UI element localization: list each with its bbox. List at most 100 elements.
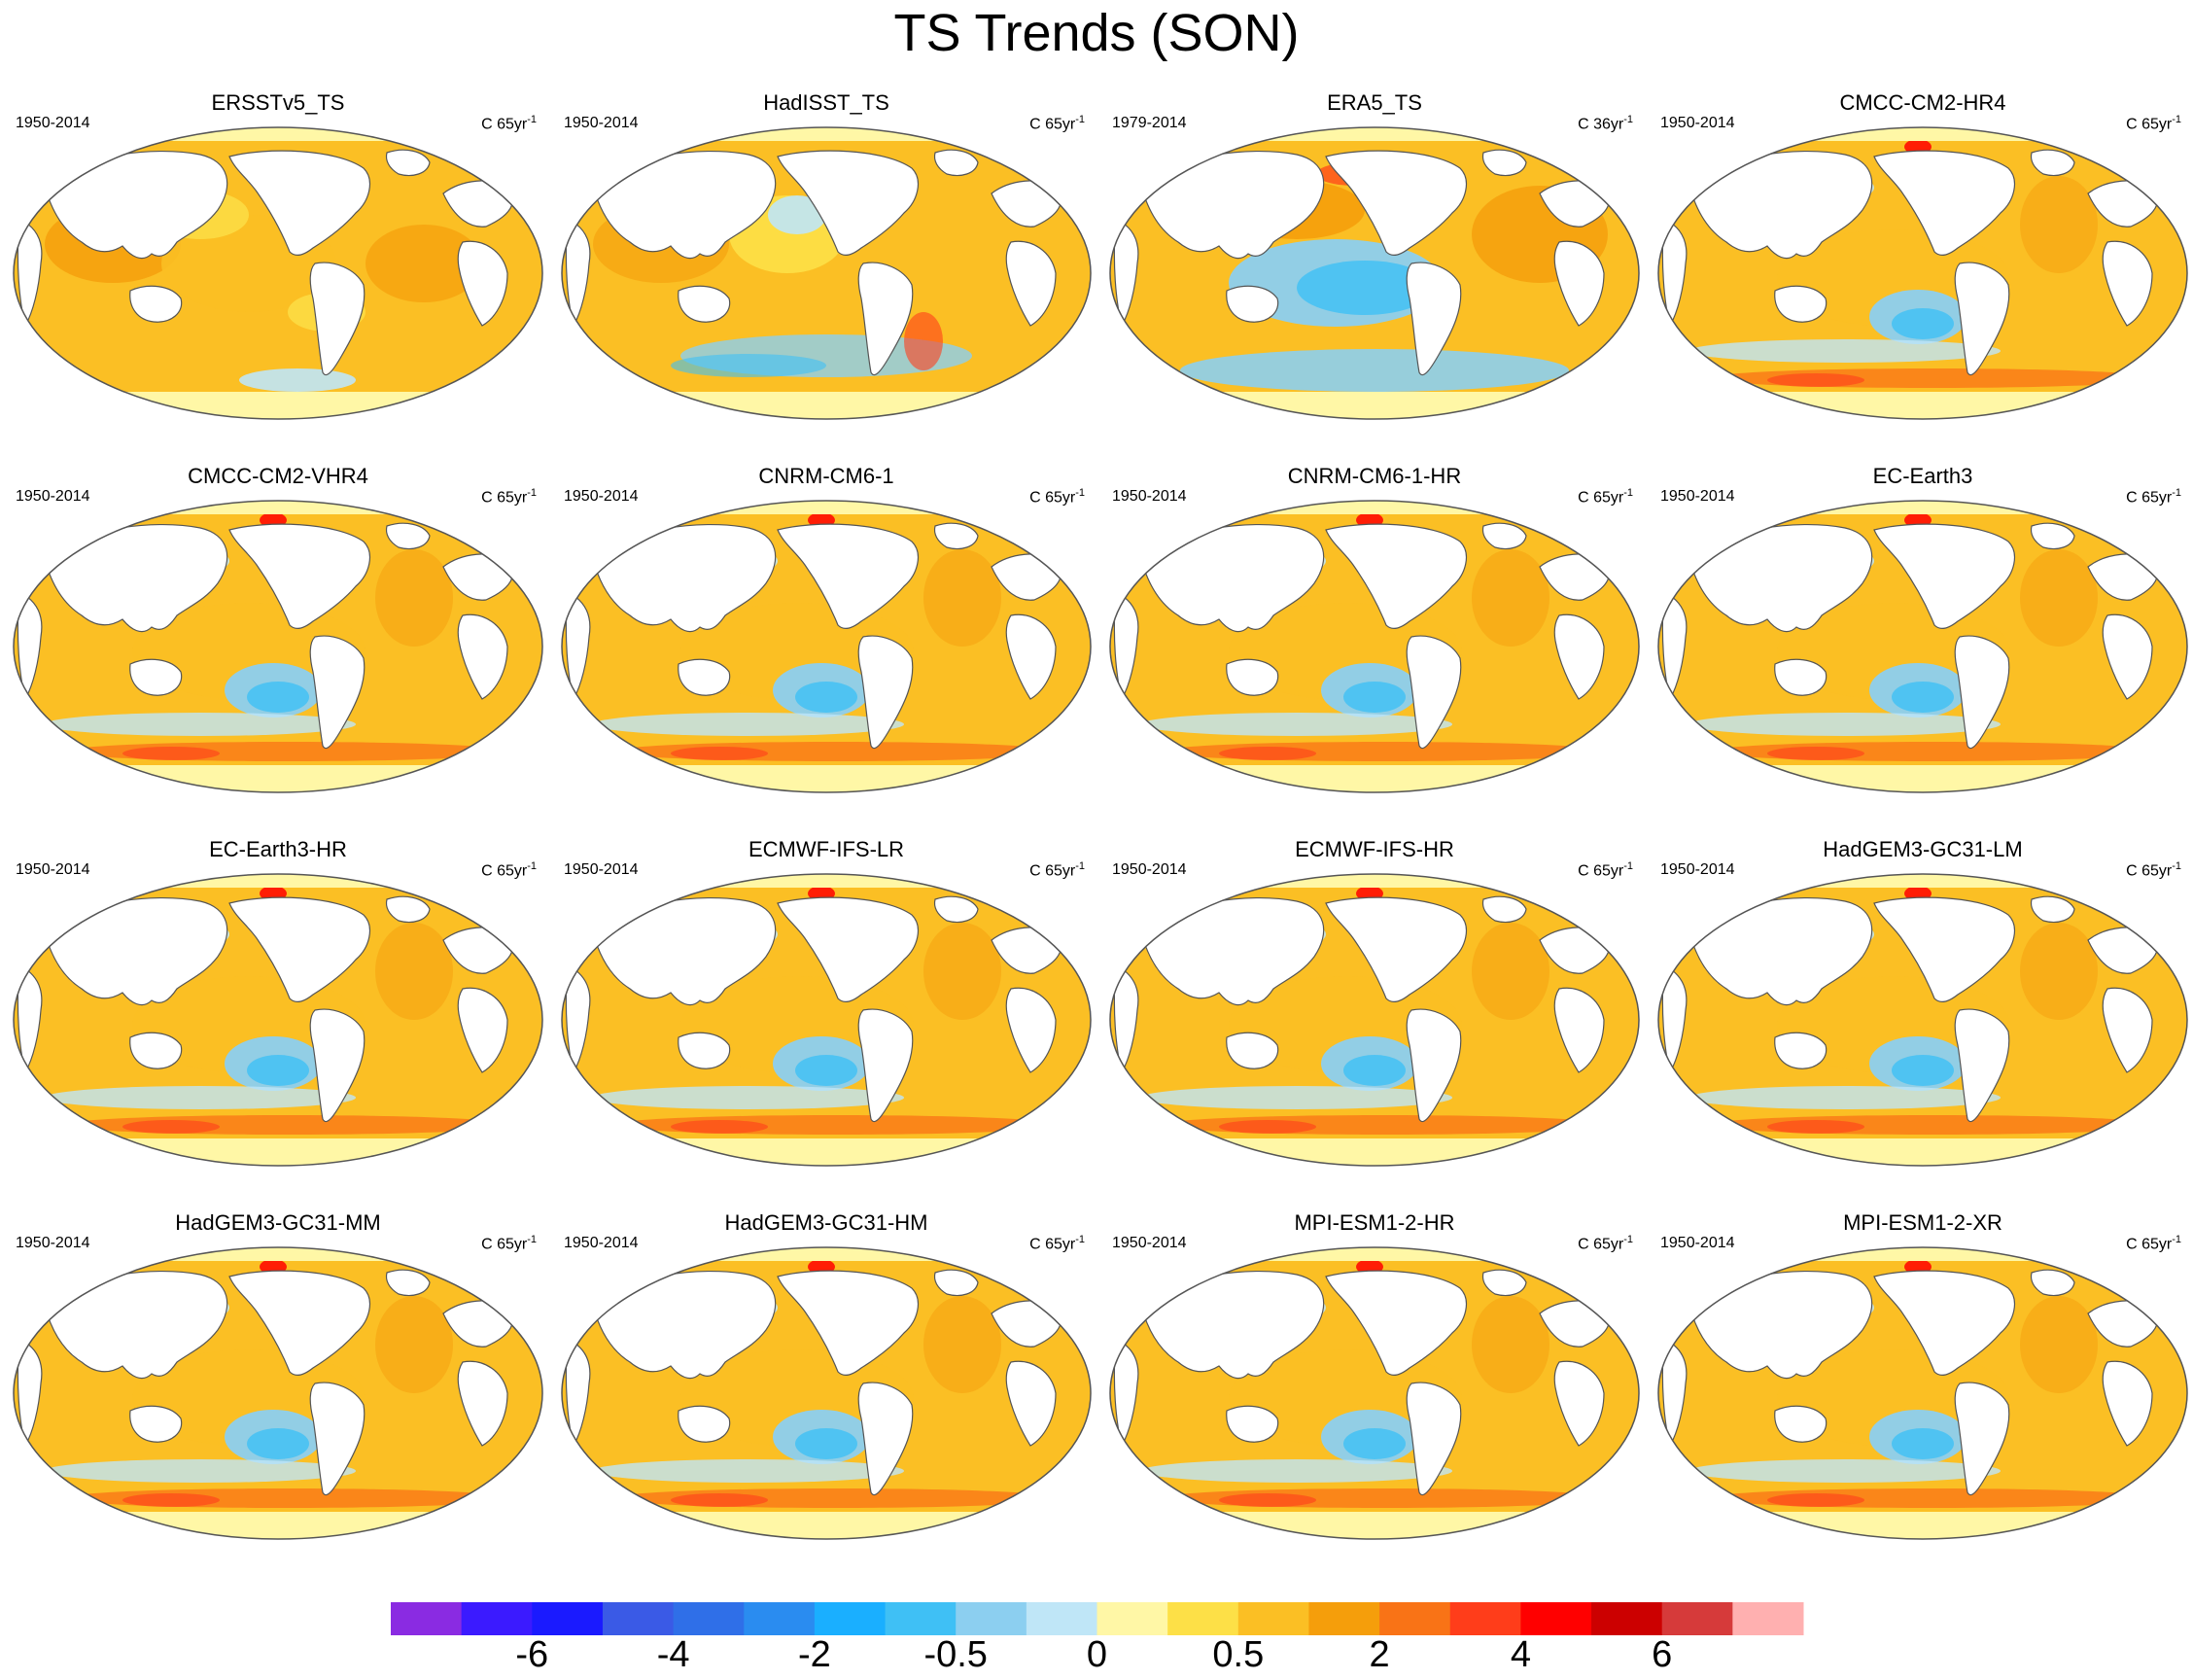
australia-landmass	[678, 1405, 731, 1443]
panel-period: 1950-2014	[16, 1235, 90, 1251]
map-panel-ecmwf-ifs-hr: ECMWF-IFS-HR 1950-2014 C 65yr-1	[1102, 837, 1647, 1197]
panel-title: CMCC-CM2-VHR4	[188, 464, 368, 488]
map-border	[561, 873, 1092, 1167]
panel-units: C 65yr-1	[1029, 860, 1085, 880]
trend-field	[1110, 501, 1639, 792]
map-panel-cnrm-cm6-1: CNRM-CM6-1 1950-2014 C 65yr-1	[554, 464, 1098, 823]
africa-east-landmass	[2102, 1360, 2153, 1447]
asia-landmass	[1688, 150, 1873, 260]
europe-landmass	[2087, 1300, 2159, 1348]
south-america-landmass	[1954, 1008, 2010, 1123]
trend-field	[1658, 874, 2187, 1166]
map-panel-ec-earth3: EC-Earth3 1950-2014 C 65yr-1	[1651, 464, 2193, 823]
map-panel-ecmwf-ifs-lr: ECMWF-IFS-LR 1950-2014 C 65yr-1	[554, 837, 1098, 1197]
map-panel-ersstv5-ts: ERSSTv5_TS 1950-2014 C 65yr-1	[6, 90, 550, 450]
australia-landmass	[1774, 285, 1828, 323]
trend-field	[1110, 1247, 1639, 1539]
south-america-landmass	[309, 1008, 366, 1123]
panel-period: 1950-2014	[564, 1235, 639, 1251]
map-panel-ec-earth3-hr: EC-Earth3-HR 1950-2014 C 65yr-1	[6, 837, 550, 1197]
africa-landmass	[565, 591, 591, 701]
map-panel-mpi-esm1-2-xr: MPI-ESM1-2-XR 1950-2014 C 65yr-1	[1651, 1210, 2193, 1570]
trend-field	[1110, 127, 1639, 419]
europe-landmass	[1539, 553, 1611, 601]
map-plot	[561, 500, 1092, 793]
panel-period: 1950-2014	[16, 861, 90, 878]
north-america-landmass	[1873, 150, 2016, 257]
africa-east-landmass	[457, 987, 508, 1073]
panel-period: 1950-2014	[16, 488, 90, 505]
south-america-landmass	[309, 635, 366, 750]
map-panel-hadgem3-gc31-mm: HadGEM3-GC31-MM 1950-2014 C 65yr-1	[6, 1210, 550, 1570]
panel-units: C 65yr-1	[481, 487, 537, 507]
panel-title: ERSSTv5_TS	[211, 90, 345, 115]
map-plot	[1657, 500, 2188, 793]
south-america-landmass	[1406, 1008, 1462, 1123]
panel-units: C 65yr-1	[1029, 114, 1085, 133]
map-panel-hadgem3-gc31-hm: HadGEM3-GC31-HM 1950-2014 C 65yr-1	[554, 1210, 1098, 1570]
panel-title: ECMWF-IFS-LR	[748, 837, 905, 861]
south-america-landmass	[857, 1008, 914, 1123]
map-plot	[1657, 873, 2188, 1167]
colorbar-tick-label: 6	[1652, 1634, 1673, 1675]
africa-east-landmass	[1553, 987, 1605, 1073]
greenland-landmass	[2030, 895, 2075, 924]
panel-title: CNRM-CM6-1	[758, 464, 894, 488]
north-america-landmass	[228, 1270, 371, 1377]
south-america-landmass	[857, 635, 914, 750]
europe-landmass	[2087, 927, 2159, 974]
greenland-landmass	[2030, 1269, 2075, 1297]
panel-title: HadGEM3-GC31-HM	[724, 1210, 928, 1235]
south-america-landmass	[1406, 635, 1462, 750]
asia-landmass	[592, 1270, 777, 1380]
panel-units: C 65yr-1	[2126, 860, 2181, 880]
north-america-landmass	[777, 523, 920, 630]
asia-landmass	[1688, 1270, 1873, 1380]
map-plot	[13, 1246, 543, 1540]
australia-landmass	[129, 658, 183, 696]
panel-units: C 65yr-1	[2126, 114, 2181, 133]
panel-title: CNRM-CM6-1-HR	[1287, 464, 1462, 488]
africa-east-landmass	[2102, 240, 2153, 327]
asia-landmass	[44, 896, 228, 1006]
australia-landmass	[678, 658, 731, 696]
greenland-landmass	[385, 522, 431, 550]
greenland-landmass	[1481, 1269, 1527, 1297]
panel-units: C 36yr-1	[1578, 114, 1633, 133]
map-plot	[1109, 1246, 1640, 1540]
map-panel-hadisst-ts: HadISST_TS 1950-2014 C 65yr-1	[554, 90, 1098, 450]
map-plot	[561, 1246, 1092, 1540]
africa-east-landmass	[1553, 240, 1605, 327]
greenland-landmass	[2030, 149, 2075, 177]
africa-landmass	[1661, 218, 1688, 328]
panel-units: C 65yr-1	[1578, 1234, 1633, 1253]
africa-east-landmass	[1005, 987, 1057, 1073]
panel-period: 1950-2014	[1660, 488, 1735, 505]
africa-east-landmass	[457, 240, 508, 327]
south-america-landmass	[1954, 1382, 2010, 1496]
panel-period: 1950-2014	[564, 861, 639, 878]
europe-landmass	[991, 180, 1062, 228]
south-america-landmass	[1406, 1382, 1462, 1496]
map-border	[13, 500, 543, 793]
europe-landmass	[991, 553, 1062, 601]
south-america-landmass	[1954, 262, 2010, 376]
africa-landmass	[17, 964, 43, 1074]
asia-landmass	[1140, 150, 1325, 260]
colorbar-tick-label: 0.5	[1212, 1634, 1265, 1675]
trend-field	[1658, 501, 2187, 792]
greenland-landmass	[933, 1269, 979, 1297]
australia-landmass	[1226, 1405, 1279, 1443]
south-america-landmass	[309, 1382, 366, 1496]
map-panel-cnrm-cm6-1-hr: CNRM-CM6-1-HR 1950-2014 C 65yr-1	[1102, 464, 1647, 823]
colorbar-tick-label: 0	[1086, 1634, 1108, 1675]
africa-east-landmass	[2102, 613, 2153, 700]
panel-units: C 65yr-1	[2126, 1234, 2181, 1253]
africa-landmass	[1113, 218, 1139, 328]
panel-title: ECMWF-IFS-HR	[1295, 837, 1454, 861]
europe-landmass	[1539, 180, 1611, 228]
asia-landmass	[1140, 896, 1325, 1006]
africa-east-landmass	[1005, 1360, 1057, 1447]
africa-east-landmass	[1005, 613, 1057, 700]
north-america-landmass	[228, 150, 371, 257]
